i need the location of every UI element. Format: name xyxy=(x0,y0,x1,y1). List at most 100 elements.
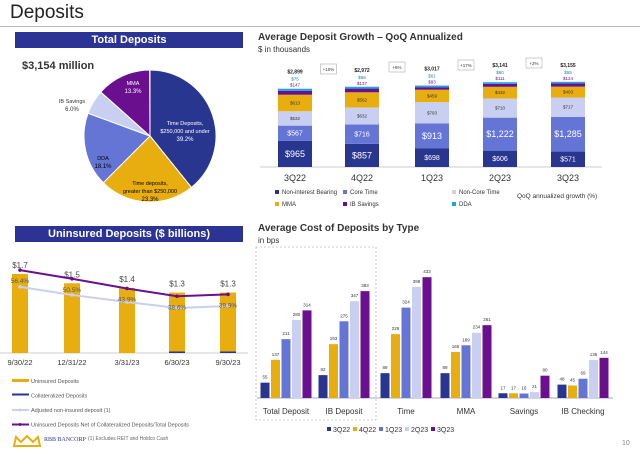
growth-box xyxy=(457,59,475,71)
uninsured-bar xyxy=(64,283,80,353)
segment-label-ib-savings: $111 xyxy=(495,76,505,81)
segment-label-dda: $60 xyxy=(496,70,504,75)
pie-slice-label: Time deposits, xyxy=(132,181,168,187)
pie-slice xyxy=(100,70,151,138)
cost-bar xyxy=(412,286,421,398)
cost-bar-label: 136 xyxy=(590,352,598,357)
total-label: $3,155 xyxy=(560,63,576,69)
segment-label: $716 xyxy=(354,132,370,139)
uninsured-bar-label: $1.3 xyxy=(169,280,185,289)
uninsured-bar xyxy=(220,292,236,353)
growth-chart-subtitle: $ in thousands xyxy=(258,45,311,54)
uninsured-bar-label: $1.7 xyxy=(12,261,28,270)
growth-legend-label: QoQ annualized growth (%) xyxy=(517,193,597,200)
series-point xyxy=(175,294,179,299)
cost-bar xyxy=(422,277,432,398)
legend-swatch xyxy=(452,190,456,194)
x-tick-label: Time xyxy=(397,407,415,416)
cost-bar-label: 275 xyxy=(340,313,348,318)
growth-label: +6% xyxy=(392,65,401,70)
cost-bar xyxy=(318,375,328,398)
pie-slice-label: IB Savings xyxy=(59,99,86,105)
stacked-segment xyxy=(415,102,449,124)
stacked-segment xyxy=(551,97,585,117)
rbb-logo xyxy=(12,434,42,448)
pie-slice-label: DDA xyxy=(97,156,109,162)
page-number: 10 xyxy=(622,440,630,447)
cost-bar xyxy=(589,360,598,398)
series-point xyxy=(70,293,74,297)
cost-bar-label: 398 xyxy=(413,279,421,284)
cost-bar-label: 17 xyxy=(500,385,506,390)
cost-bar-label: 193 xyxy=(330,336,338,341)
stacked-segment xyxy=(551,86,585,98)
x-tick-label: IB Checking xyxy=(561,407,604,416)
total-deposits-header: Total Deposits xyxy=(15,32,243,48)
cost-bar-label: 80 xyxy=(542,368,548,373)
legend-swatch xyxy=(343,190,347,194)
segment-label-dda: $68 xyxy=(358,75,366,80)
cost-bar-label: 48 xyxy=(559,377,565,382)
cost-bar xyxy=(292,319,301,398)
series-point xyxy=(125,300,129,304)
uninsured-bar-label: $1.5 xyxy=(64,270,80,279)
segment-label: $459 xyxy=(427,93,438,98)
legend-swatch xyxy=(431,427,435,431)
cost-bar-label: 347 xyxy=(351,293,359,298)
cost-bar xyxy=(281,339,291,398)
stacked-segment xyxy=(483,150,517,167)
legend-label: MMA xyxy=(282,202,296,208)
pct-label: 50.5% xyxy=(63,287,82,294)
cost-bar xyxy=(302,310,312,398)
stacked-segment xyxy=(278,125,312,141)
cost-chart-subtitle: in bps xyxy=(258,236,280,245)
footnote: (1) Excludes REIT and Holdco Cash xyxy=(88,436,169,442)
pct-label: 43.9% xyxy=(118,296,137,303)
x-tick-label: IB Deposit xyxy=(326,407,364,416)
legend-marker xyxy=(18,408,22,412)
series-point xyxy=(175,306,179,310)
x-tick-label: 1Q23 xyxy=(421,173,443,183)
segment-label: $710 xyxy=(495,106,506,111)
segment-label: $403 xyxy=(563,90,574,95)
segment-label-dda: $55 xyxy=(564,70,572,75)
cost-bar xyxy=(391,334,400,398)
pie-slice-label: greater than $250,000 xyxy=(123,189,177,195)
legend-marker xyxy=(18,423,22,426)
series-point xyxy=(70,276,74,281)
stacked-segment xyxy=(345,86,379,89)
legend-label: Adjusted non-insured deposit (1) xyxy=(31,408,111,414)
x-tick-label: Savings xyxy=(510,407,538,416)
cost-bar-label: 211 xyxy=(282,331,290,336)
x-tick-label: 4Q22 xyxy=(351,173,373,183)
cost-bar-label: 433 xyxy=(423,269,431,274)
segment-label: $606 xyxy=(492,156,508,163)
cost-bar-label: 82 xyxy=(320,367,326,372)
cost-bar-label: 89 xyxy=(442,365,448,370)
stacked-segment xyxy=(415,87,449,90)
x-tick-label: 3Q22 xyxy=(284,173,306,183)
growth-label: +17% xyxy=(460,63,472,68)
segment-label: $717 xyxy=(563,105,574,110)
stacked-segment xyxy=(483,82,517,84)
legend-swatch xyxy=(379,427,383,431)
deposit-mix-pie-chart: Time Deposits, $250,000 and under 39.2% Tim… xyxy=(59,70,217,203)
legend-label: 3Q22 xyxy=(333,427,350,434)
stacked-segment xyxy=(483,117,517,151)
total-label: $2,972 xyxy=(354,68,370,74)
stacked-segment xyxy=(345,92,379,108)
series-point xyxy=(226,292,230,297)
pie-slice-pct: 18.1% xyxy=(94,164,112,170)
stacked-segment xyxy=(551,151,585,167)
cost-bar xyxy=(498,393,508,398)
cost-bar xyxy=(440,373,450,398)
growth-box xyxy=(320,63,337,75)
cost-bar xyxy=(360,291,370,398)
pie-slice-pct: 39.2% xyxy=(176,137,194,143)
growth-chart-title: Average Deposit Growth – QoQ Annualized xyxy=(258,32,463,43)
segment-label-dda: $61 xyxy=(428,74,436,79)
cost-bar-label: 21 xyxy=(532,384,538,389)
stacked-segment xyxy=(483,86,517,99)
stacked-segment xyxy=(415,148,449,167)
growth-box xyxy=(525,57,543,69)
